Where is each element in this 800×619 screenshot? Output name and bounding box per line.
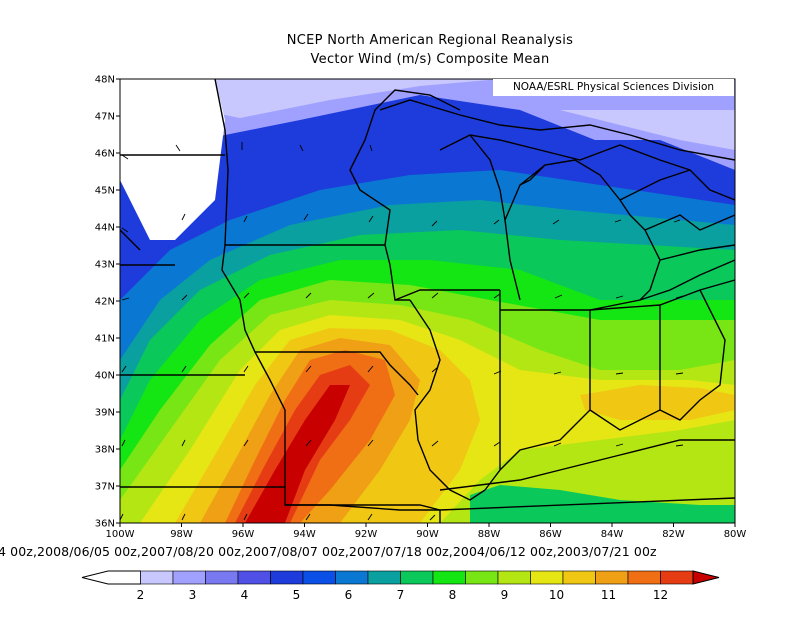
colorbar-label: 11 — [601, 588, 616, 602]
colorbar-low-arrow — [81, 570, 141, 585]
title-line-2: Vector Wind (m/s) Composite Mean — [310, 52, 550, 67]
state-boundaries — [119, 78, 736, 523]
colorbar-label: 7 — [397, 588, 405, 602]
colorbar-swatch — [400, 570, 434, 585]
colorbar-label: 5 — [293, 588, 301, 602]
colorbar-swatch — [237, 570, 271, 585]
colorbar-swatch — [432, 570, 466, 585]
y-tick-label: 43N — [95, 260, 115, 271]
wind-speed-field — [120, 79, 735, 523]
y-tick-label: 42N — [95, 297, 115, 308]
colorbar: 2 3 4 5 6 7 8 9 10 11 12 — [81, 570, 720, 602]
colorbar-label: 4 — [241, 588, 249, 602]
x-axis: 100W 98W 96W 94W 92W 90W 88W 86W 84W 82W 80W — [106, 523, 747, 540]
y-tick-label: 44N — [95, 223, 115, 234]
colorbar-label: 3 — [189, 588, 197, 602]
colorbar-label: 6 — [345, 588, 353, 602]
y-tick-label: 47N — [95, 112, 115, 123]
y-tick-label: 45N — [95, 186, 115, 197]
y-tick-label: 48N — [95, 75, 115, 86]
colorbar-high-arrow — [692, 570, 720, 585]
colorbar-swatch — [465, 570, 499, 585]
y-tick-label: 40N — [95, 371, 115, 382]
colorbar-label: 10 — [549, 588, 564, 602]
title-line-1: NCEP North American Regional Reanalysis — [286, 33, 574, 48]
colorbar-swatch — [302, 570, 336, 585]
colorbar-label: 2 — [137, 588, 145, 602]
x-tick-label: 100W — [106, 529, 135, 540]
colorbar-label: 12 — [653, 588, 668, 602]
y-tick-label: 37N — [95, 482, 115, 493]
composite-dates: 24 00z,2008/06/05 00z,2007/08/20 00z,200… — [0, 544, 657, 559]
y-tick-label: 41N — [95, 334, 115, 345]
credit-label: NOAA/ESRL Physical Sciences Division — [493, 79, 734, 96]
x-tick-label: 90W — [416, 529, 439, 540]
colorbar-swatch — [335, 570, 369, 585]
colorbar-swatch — [270, 570, 304, 585]
y-tick-label: 38N — [95, 445, 115, 456]
colorbar-swatch — [205, 570, 239, 585]
x-tick-label: 86W — [539, 529, 562, 540]
x-tick-label: 92W — [355, 529, 378, 540]
wind-vectors — [119, 142, 684, 521]
colorbar-swatch — [172, 570, 206, 585]
x-tick-label: 94W — [293, 529, 316, 540]
colorbar-label: 9 — [501, 588, 509, 602]
y-tick-label: 36N — [95, 519, 115, 530]
x-tick-label: 96W — [232, 529, 255, 540]
x-tick-label: 98W — [170, 529, 193, 540]
x-tick-label: 88W — [478, 529, 501, 540]
colorbar-swatch — [497, 570, 531, 585]
y-axis: 48N 47N 46N 45N 44N 43N 42N 41N 40N 39N 38N 37N 36N — [95, 75, 120, 530]
y-tick-label: 46N — [95, 149, 115, 160]
colorbar-swatch — [140, 570, 174, 585]
colorbar-swatch — [530, 570, 564, 585]
x-tick-label: 80W — [724, 529, 747, 540]
y-tick-label: 39N — [95, 408, 115, 419]
colorbar-swatch — [627, 570, 661, 585]
colorbar-label: 8 — [449, 588, 457, 602]
x-tick-label: 82W — [662, 529, 685, 540]
colorbar-swatch — [595, 570, 629, 585]
colorbar-swatch — [367, 570, 401, 585]
colorbar-swatch — [660, 570, 694, 585]
x-tick-label: 84W — [601, 529, 624, 540]
colorbar-swatch — [562, 570, 596, 585]
